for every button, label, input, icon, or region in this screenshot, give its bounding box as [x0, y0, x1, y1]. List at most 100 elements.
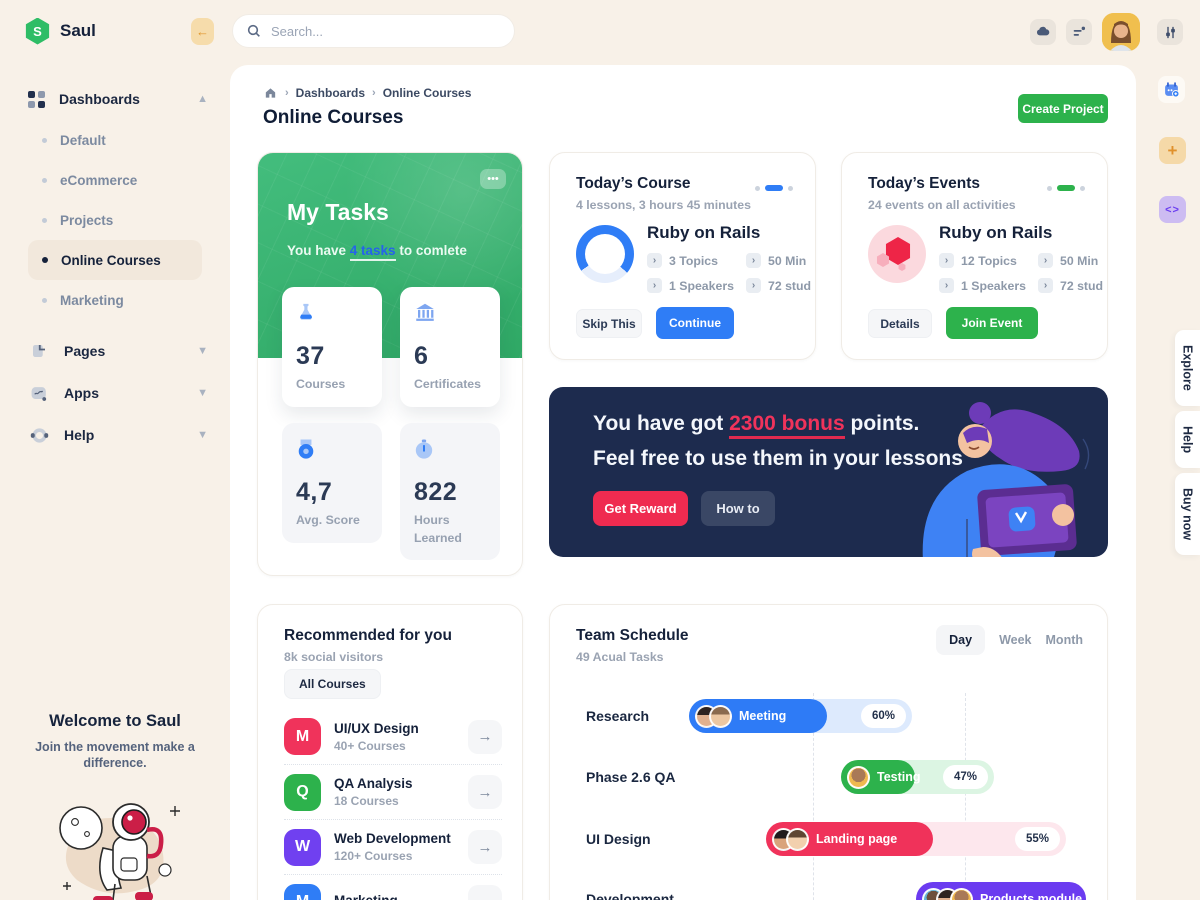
open-course-button[interactable]: → — [468, 719, 502, 754]
course-meta-duration: › 50 Min — [746, 253, 806, 268]
skip-this-button[interactable]: Skip This — [576, 309, 642, 338]
course-title: Ruby on Rails — [647, 223, 761, 242]
breadcrumb-current[interactable]: Online Courses — [382, 86, 472, 100]
task-bar-landing-page[interactable]: Landing page — [766, 822, 933, 856]
tasks-count-link[interactable]: 4 tasks — [349, 243, 396, 261]
list-item-webdev[interactable]: W Web Development 120+ Courses → — [284, 819, 502, 874]
card-subtitle: 24 events on all activities — [868, 198, 1016, 212]
add-shortcut-button[interactable]: + — [1159, 137, 1186, 164]
course-title: UI/UX Design — [334, 720, 419, 736]
logo-letter: S — [33, 23, 42, 39]
search-input[interactable] — [271, 23, 491, 39]
details-button[interactable]: Details — [868, 309, 932, 338]
sidebar-item-default[interactable]: Default — [28, 120, 202, 160]
list-item-marketing[interactable]: M Marketing → — [284, 874, 502, 900]
breadcrumb-separator: › — [285, 87, 289, 99]
sidebar-item-ecommerce[interactable]: eCommerce — [28, 160, 202, 200]
course-meta-topics: › 3 Topics — [647, 253, 718, 268]
flask-icon — [296, 302, 368, 326]
help-tab[interactable]: Help — [1175, 410, 1200, 468]
avatar — [847, 765, 870, 789]
calendar-shortcut-button[interactable] — [1158, 76, 1185, 103]
chevron-badge-icon: › — [647, 253, 662, 268]
task-label: Landing page — [816, 832, 898, 846]
course-progress-donut — [576, 225, 634, 283]
sliders-icon — [1165, 26, 1175, 38]
schedule-track: Testing 47% — [841, 760, 994, 794]
sidebar-section-dashboards[interactable]: Dashboards ▲ — [0, 78, 230, 120]
schedule-track: Landing page 55% — [766, 822, 1066, 856]
sidebar-section-help[interactable]: Help ▼ — [0, 414, 230, 456]
cloud-button[interactable] — [1030, 19, 1056, 45]
item-label: Projects — [60, 212, 114, 228]
home-icon[interactable] — [263, 86, 278, 100]
calendar-add-icon — [1165, 82, 1180, 98]
task-bar-meeting[interactable]: Meeting — [689, 699, 827, 733]
arrow-right-icon: → — [478, 894, 493, 900]
explore-tab[interactable]: Explore — [1175, 330, 1200, 406]
cloud-icon — [1036, 26, 1050, 36]
open-course-button[interactable]: → — [468, 775, 502, 809]
bullet-icon — [42, 217, 47, 223]
sidebar-item-marketing[interactable]: Marketing — [28, 280, 202, 320]
my-tasks-subtitle: You have 4 tasks to comlete — [287, 243, 467, 261]
plus-icon: + — [1167, 140, 1178, 160]
course-meta-students: › 72 stud — [746, 278, 811, 293]
carousel-dots[interactable] — [1047, 185, 1085, 191]
get-reward-button[interactable]: Get Reward — [593, 491, 688, 526]
tab-month[interactable]: Month — [1045, 633, 1083, 647]
section-label: Apps — [64, 385, 99, 401]
notifications-button[interactable] — [1066, 19, 1092, 45]
pages-icon — [28, 340, 50, 362]
how-to-button[interactable]: How to — [701, 491, 775, 526]
search-bar[interactable] — [232, 14, 515, 48]
code-icon: <> — [1165, 203, 1180, 216]
progress-percent: 55% — [1014, 827, 1060, 851]
sidebar: S Saul ← Dashboards ▲ Default eCommerce … — [0, 0, 230, 900]
ellipsis-icon: ••• — [487, 172, 499, 185]
more-options-button[interactable]: ••• — [480, 169, 506, 189]
task-bar-products-module[interactable]: Products module — [916, 882, 1086, 900]
course-title: QA Analysis — [334, 776, 413, 791]
code-shortcut-button[interactable]: <> — [1159, 196, 1186, 223]
stat-label: Courses — [296, 377, 346, 391]
stat-value: 4,7 — [296, 477, 333, 506]
sidebar-section-apps[interactable]: Apps ▼ — [0, 372, 230, 414]
chevron-down-icon: ▼ — [197, 345, 208, 357]
breadcrumb-link-dashboards[interactable]: Dashboards — [295, 86, 366, 100]
section-label: Help — [64, 427, 95, 443]
sidebar-item-online-courses[interactable]: Online Courses — [28, 240, 202, 280]
user-avatar[interactable] — [1102, 13, 1140, 51]
list-item-qa[interactable]: Q QA Analysis 18 Courses → — [284, 764, 502, 819]
bonus-highlight: 2300 bonus — [729, 412, 845, 439]
sidebar-collapse-button[interactable]: ← — [191, 17, 214, 45]
banner-line2: Feel free to use them in your lessons — [593, 447, 963, 470]
stat-label: Hours Learned — [414, 512, 462, 545]
avatar — [709, 704, 732, 728]
open-course-button[interactable]: → — [468, 885, 502, 900]
sidebar-item-projects[interactable]: Projects — [28, 200, 202, 240]
task-bar-testing[interactable]: Testing — [841, 760, 921, 794]
chevron-badge-icon: › — [746, 278, 761, 293]
chevron-down-icon: ▼ — [197, 387, 208, 399]
astronaut-illustration — [59, 802, 180, 900]
tab-week[interactable]: Week — [999, 633, 1032, 647]
active-dot — [1057, 185, 1075, 191]
course-list: M UI/UX Design 40+ Courses → Q QA Analysi… — [284, 709, 502, 900]
tab-day[interactable]: Day — [936, 625, 986, 655]
open-course-button[interactable]: → — [468, 830, 502, 864]
continue-button[interactable]: Continue — [656, 307, 734, 339]
create-project-button[interactable]: Create Project — [1018, 94, 1108, 123]
todays-course-card: Today’s Course 4 lessons, 3 hours 45 min… — [549, 152, 816, 360]
stats-grid: 37 Courses 6 Certificates 4,7 Avg. Score… — [282, 287, 500, 561]
join-event-button[interactable]: Join Event — [946, 307, 1038, 339]
page-title: Online Courses — [263, 107, 404, 128]
buy-now-tab[interactable]: Buy now — [1175, 472, 1200, 556]
todays-events-card: Today’s Events 24 events on all activiti… — [841, 152, 1108, 360]
all-courses-chip[interactable]: All Courses — [284, 669, 381, 699]
sidebar-section-pages[interactable]: Pages ▼ — [0, 330, 230, 372]
main-content: › Dashboards › Online Courses Online Cou… — [230, 65, 1136, 900]
list-item-uiux[interactable]: M UI/UX Design 40+ Courses → — [284, 709, 502, 764]
settings-button[interactable] — [1157, 19, 1183, 45]
carousel-dots[interactable] — [755, 185, 793, 191]
